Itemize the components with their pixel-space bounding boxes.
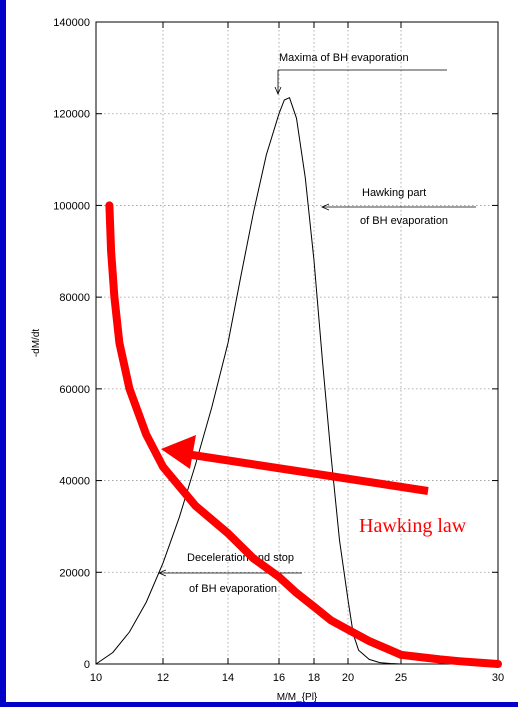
hawking-law-curve	[105, 201, 502, 668]
x-tick-label: 20	[342, 672, 354, 684]
annotation-hawking-part-line1: Hawking part	[362, 187, 426, 199]
x-tick-label: 16	[273, 672, 285, 684]
hawking-law-arrow-shaft	[185, 450, 429, 495]
y-tick-label: 100000	[53, 200, 90, 212]
y-axis-label: -dM/dt	[31, 329, 42, 358]
y-tick-label: 80000	[59, 292, 90, 304]
y-tick-label: 40000	[59, 476, 90, 488]
x-axis-label: M/M_{Pl}	[277, 692, 318, 702]
annotation-deceleration-line2: of BH evaporation	[189, 583, 277, 595]
annotation-deceleration-line1: Deceleration and stop	[187, 552, 294, 564]
x-tick-label: 18	[308, 672, 320, 684]
annotation-maxima: Maxima of BH evaporation	[279, 52, 409, 64]
y-tick-label: 0	[84, 659, 90, 671]
y-tick-label: 20000	[59, 567, 90, 579]
bh-evaporation-chart: 0 20000 40000 60000 80000 100000 120000 140000 1…	[31, 17, 504, 703]
chart-panel: 0 20000 40000 60000 80000 100000 120000 140000 1…	[6, 0, 518, 703]
x-tick-label: 14	[222, 672, 234, 684]
y-tick-label: 140000	[53, 17, 90, 29]
x-tick-label: 12	[157, 672, 169, 684]
x-tick-label: 30	[492, 672, 504, 684]
hawking-law-label: Hawking law	[359, 515, 467, 537]
hawking-law-arrowhead	[161, 435, 196, 469]
evaporation-curve	[95, 97, 460, 665]
annotation-hawking-part-line2: of BH evaporation	[360, 215, 448, 227]
x-tick-label: 25	[395, 672, 407, 684]
x-tick-label: 10	[90, 672, 102, 684]
y-tick-label: 60000	[59, 384, 90, 396]
plot-frame	[95, 21, 499, 665]
y-tick-label: 120000	[53, 109, 90, 121]
